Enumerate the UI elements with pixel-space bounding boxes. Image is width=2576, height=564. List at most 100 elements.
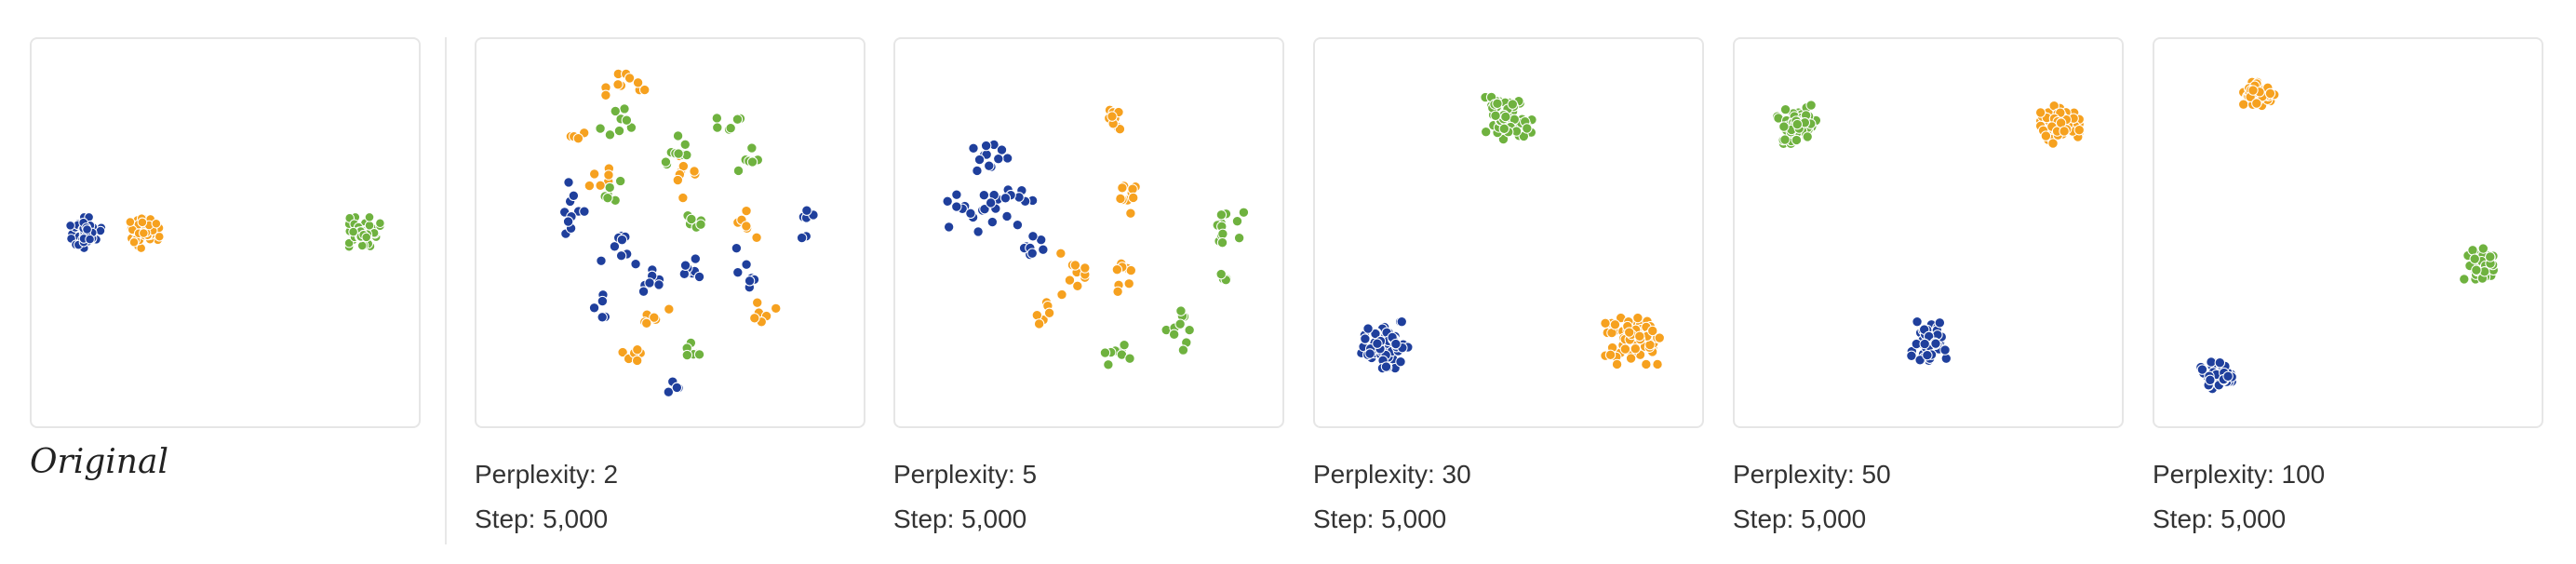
- perplexity-50-plot-panel: [1733, 37, 2124, 428]
- green-point: [1498, 123, 1510, 135]
- blue-point: [1919, 338, 1930, 350]
- orange-point: [1604, 349, 1617, 361]
- green-point: [375, 218, 385, 229]
- blue-point: [615, 250, 627, 262]
- orange-point: [125, 217, 136, 227]
- orange-point: [600, 89, 611, 101]
- orange-point: [1111, 264, 1123, 275]
- green-point: [1099, 347, 1111, 358]
- green-point: [602, 192, 613, 204]
- step-label: Step: 5,000: [1313, 504, 1447, 533]
- blue-point: [1360, 333, 1371, 344]
- green-point: [610, 105, 621, 117]
- orange-point: [1652, 358, 1663, 370]
- orange-point: [672, 174, 684, 186]
- blue-point: [996, 144, 1008, 155]
- blue-point: [973, 154, 986, 166]
- green-point: [2459, 274, 2470, 285]
- orange-point: [588, 168, 600, 180]
- orange-point: [741, 205, 752, 217]
- green-point: [746, 142, 758, 154]
- blue-point: [671, 382, 683, 394]
- blue-point: [979, 203, 990, 215]
- blue-point: [568, 190, 580, 201]
- blue-point: [1000, 193, 1012, 204]
- blue-point: [1934, 317, 1946, 329]
- blue-point: [609, 241, 621, 252]
- blue-point: [951, 201, 962, 212]
- blue-point: [968, 142, 979, 154]
- blue-point: [1914, 355, 1925, 366]
- blue-point: [690, 253, 702, 264]
- blue-point: [993, 153, 1004, 165]
- orange-point: [631, 355, 643, 367]
- orange-point: [632, 77, 644, 88]
- blue-point: [731, 242, 743, 254]
- green-point: [711, 113, 723, 124]
- blue-point: [1372, 338, 1383, 349]
- green-point: [681, 349, 693, 361]
- original-scatter-plot: [65, 212, 385, 253]
- orange-point: [678, 192, 689, 204]
- orange-point: [1634, 330, 1645, 342]
- blue-point: [1027, 231, 1039, 242]
- orange-point: [603, 169, 614, 181]
- orange-point: [2040, 130, 2052, 141]
- orange-point: [1654, 332, 1665, 343]
- step-label: Step: 5,000: [893, 504, 1027, 533]
- perplexity-2-plot-panel: [475, 37, 865, 428]
- perplexity-100-plot-panel: [2153, 37, 2543, 428]
- orange-point: [137, 217, 148, 228]
- perplexity-5-plot-panel: [893, 37, 1284, 428]
- perplexity-label: Perplexity: 5: [893, 460, 1038, 489]
- orange-point: [572, 132, 584, 144]
- blue-point: [1390, 338, 1402, 350]
- green-point: [693, 349, 705, 360]
- orange-point: [1115, 193, 1126, 205]
- green-point: [604, 181, 615, 194]
- blue-point: [597, 295, 609, 307]
- green-point: [1174, 318, 1186, 329]
- orange-point: [612, 79, 624, 90]
- blue-point: [1939, 344, 1951, 356]
- orange-point: [752, 297, 763, 308]
- green-point: [1216, 237, 1228, 248]
- orange-point: [1033, 318, 1045, 329]
- green-point: [361, 232, 372, 243]
- orange-point: [638, 84, 651, 96]
- green-point: [604, 129, 616, 141]
- blue-point: [65, 221, 75, 231]
- blue-point: [1380, 361, 1392, 372]
- orange-point: [2034, 107, 2046, 118]
- green-point: [2467, 245, 2478, 256]
- green-point: [1177, 344, 1189, 356]
- orange-point: [751, 232, 762, 244]
- orange-point: [1632, 312, 1644, 324]
- blue-point: [663, 386, 675, 397]
- orange-point: [1064, 275, 1076, 286]
- green-point: [1184, 324, 1195, 336]
- blue-point: [82, 224, 92, 235]
- green-point: [1497, 133, 1509, 145]
- blue-point: [85, 234, 95, 245]
- blue-point: [1362, 323, 1374, 334]
- orange-point: [641, 317, 652, 329]
- green-point: [2485, 251, 2496, 262]
- green-point: [2471, 264, 2482, 275]
- blue-point: [1038, 244, 1049, 255]
- perplexity-30-plot-panel: [1313, 37, 1704, 428]
- orange-point: [128, 236, 140, 248]
- orange-point: [1031, 310, 1043, 321]
- blue-point: [972, 165, 983, 177]
- orange-point: [1107, 111, 1118, 122]
- orange-point: [617, 346, 628, 358]
- blue-point: [1001, 153, 1013, 164]
- green-point: [1492, 98, 1503, 109]
- green-point: [673, 148, 684, 159]
- green-point: [595, 123, 606, 134]
- blue-point: [2214, 357, 2226, 369]
- blue-point: [679, 260, 691, 271]
- blue-point: [597, 312, 608, 323]
- green-point: [1175, 305, 1187, 316]
- perplexity-label: Perplexity: 50: [1733, 460, 1891, 489]
